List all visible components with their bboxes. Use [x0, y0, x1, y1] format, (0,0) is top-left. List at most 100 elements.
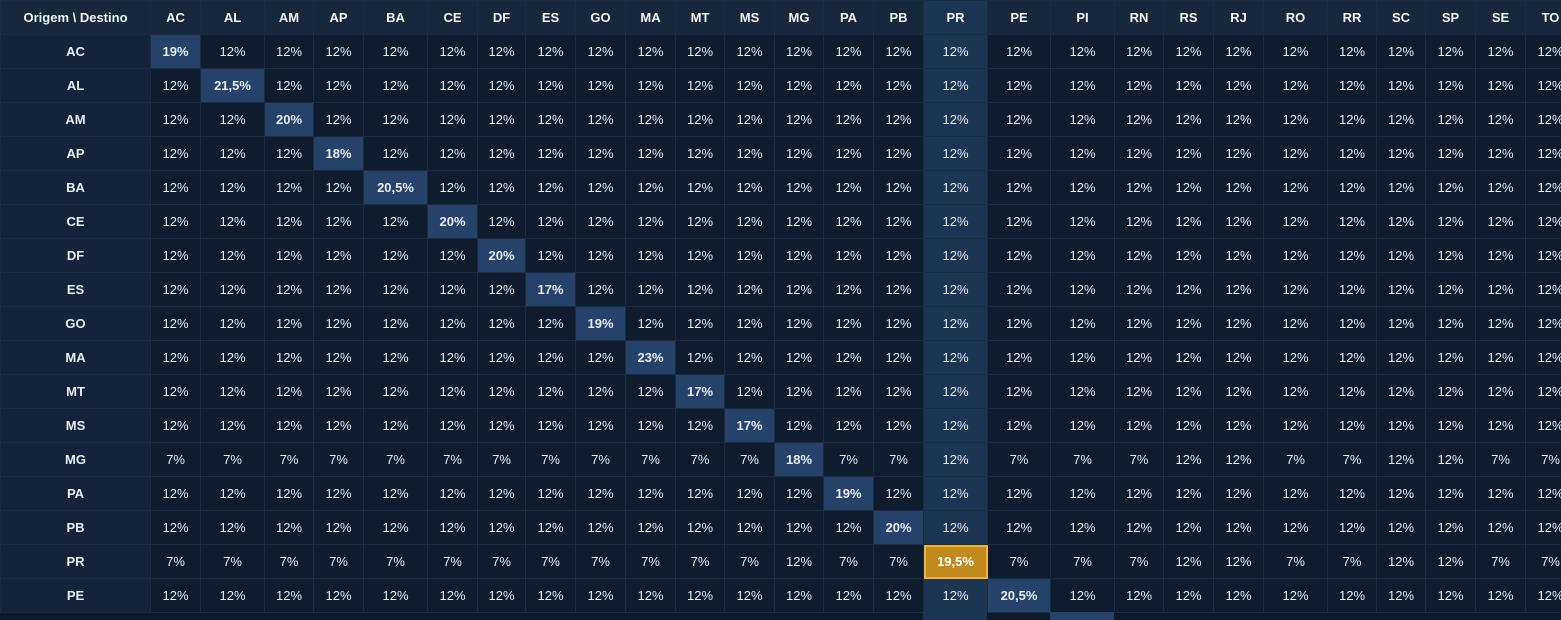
rate-cell: 7%: [264, 442, 314, 477]
rate-cell: 12%: [675, 204, 725, 239]
rate-cell: 19%: [823, 476, 874, 511]
rate-cell: 12%: [675, 306, 725, 341]
rate-cell: 12%: [264, 578, 314, 613]
rate-cell: 12%: [1327, 136, 1377, 171]
rate-cell: 12%: [774, 544, 824, 579]
rate-cell: 12%: [1213, 272, 1264, 307]
rate-cell: 12%: [1475, 476, 1526, 511]
rate-cell: 12%: [1425, 68, 1476, 103]
rate-cell: 12%: [264, 204, 314, 239]
rate-cell: 12%: [724, 510, 775, 545]
column-header: GO: [575, 0, 626, 35]
rate-cell: 12%: [724, 340, 775, 375]
rate-cell: 12%: [1475, 408, 1526, 443]
rate-cell: 12%: [150, 306, 201, 341]
rate-cell: 12%: [477, 340, 526, 375]
rate-cell: 12%: [525, 476, 576, 511]
rate-cell: 12%: [575, 476, 626, 511]
rate-cell: 12%: [1263, 102, 1328, 137]
rate-cell: 12%: [923, 272, 988, 307]
rate-cell: 12%: [1525, 102, 1561, 137]
rate-cell: 12%: [575, 578, 626, 613]
rate-cell: 17%: [675, 374, 725, 409]
rate-cell: 12%: [363, 204, 428, 239]
rate-cell: 12%: [1163, 306, 1214, 341]
rate-cell: 12%: [1475, 374, 1526, 409]
rate-cell: 12%: [1263, 68, 1328, 103]
rate-cell: 12%: [1050, 272, 1115, 307]
rate-cell: 12%: [987, 102, 1051, 137]
rate-cell: 12%: [1114, 170, 1164, 205]
rate-cell: 12%: [1163, 340, 1214, 375]
rate-cell: 12%: [625, 306, 676, 341]
rate-cell: 12%: [525, 340, 576, 375]
column-header: MG: [774, 0, 824, 35]
rate-cell: 12%: [363, 510, 428, 545]
rate-cell: 12%: [724, 238, 775, 273]
rate-cell: 7%: [525, 544, 576, 579]
rate-cell: 12%: [313, 306, 364, 341]
rate-cell: 17%: [525, 272, 576, 307]
table-row: CE 12% 12% 12% 12% 12% 20% 12% 12% 12% 12% 12% 12% 12…: [0, 204, 1561, 239]
rate-cell: 7%: [1327, 442, 1377, 477]
rate-cell: 7%: [873, 442, 924, 477]
table-row: GO 12% 12% 12% 12% 12% 12% 12% 12% 19% 12% 12% 12% 12…: [0, 306, 1561, 341]
rate-cell: 12%: [724, 306, 775, 341]
rate-cell: 12%: [873, 102, 924, 137]
rate-cell: 12%: [625, 170, 676, 205]
row-header: MT: [0, 374, 151, 409]
rate-cell: 12%: [477, 306, 526, 341]
rate-cell: 12%: [1376, 238, 1426, 273]
rate-cell: 12%: [363, 34, 428, 69]
rate-cell: 7%: [1114, 442, 1164, 477]
rate-cell: 12%: [774, 340, 824, 375]
rate-cell: 12%: [1425, 272, 1476, 307]
rate-cell: 12%: [525, 510, 576, 545]
table-row: MT 12% 12% 12% 12% 12% 12% 12% 12% 12% 12% 17% 12% 12…: [0, 374, 1561, 409]
rate-cell: 12%: [1114, 102, 1164, 137]
rate-cell: 12%: [1114, 374, 1164, 409]
rate-cell: 12%: [1213, 442, 1264, 477]
column-header: RJ: [1213, 0, 1264, 35]
row-header: MG: [0, 442, 151, 477]
rate-cell: 12%: [1376, 102, 1426, 137]
rate-cell: 12%: [625, 136, 676, 171]
rate-cell: 12%: [575, 204, 626, 239]
column-header: PE: [987, 0, 1051, 35]
rate-cell: 12%: [313, 340, 364, 375]
table-row: PA 12% 12% 12% 12% 12% 12% 12% 12% 12% 12% 12% 12% 12…: [0, 476, 1561, 511]
rate-cell: 12%: [1376, 442, 1426, 477]
rate-cell: 12%: [1114, 136, 1164, 171]
rate-cell: 12%: [873, 306, 924, 341]
rate-cell: 12%: [200, 306, 265, 341]
rate-cell: 12%: [477, 136, 526, 171]
rate-cell: 7%: [625, 442, 676, 477]
rate-cell: 12%: [1050, 34, 1115, 69]
rate-cell: 12%: [200, 170, 265, 205]
rate-cell: 12%: [313, 510, 364, 545]
rate-cell: 23%: [625, 340, 676, 375]
rate-cell: 12%: [200, 578, 265, 613]
rate-cell: 12%: [724, 374, 775, 409]
rate-cell: 12%: [1163, 476, 1214, 511]
rate-cell: 12%: [525, 374, 576, 409]
rate-cell: 12%: [724, 34, 775, 69]
rate-cell: 12%: [987, 340, 1051, 375]
rate-cell: 12%: [525, 170, 576, 205]
rate-cell: 12%: [923, 238, 988, 273]
rate-cell: 12%: [575, 374, 626, 409]
rate-cell: 7%: [363, 442, 428, 477]
rate-cell: 12%: [477, 476, 526, 511]
rate-cell: 12%: [923, 340, 988, 375]
rate-cell: 19%: [575, 306, 626, 341]
column-header: RR: [1327, 0, 1377, 35]
rate-cell: 12%: [1425, 136, 1476, 171]
rate-cell: 12%: [724, 204, 775, 239]
rate-cell: 12%: [823, 272, 874, 307]
rate-cell: 12%: [1376, 170, 1426, 205]
column-header: PA: [823, 0, 874, 35]
rate-cell: 12%: [264, 476, 314, 511]
rate-cell: 12%: [1376, 68, 1426, 103]
rate-cell: 7%: [1050, 544, 1115, 579]
